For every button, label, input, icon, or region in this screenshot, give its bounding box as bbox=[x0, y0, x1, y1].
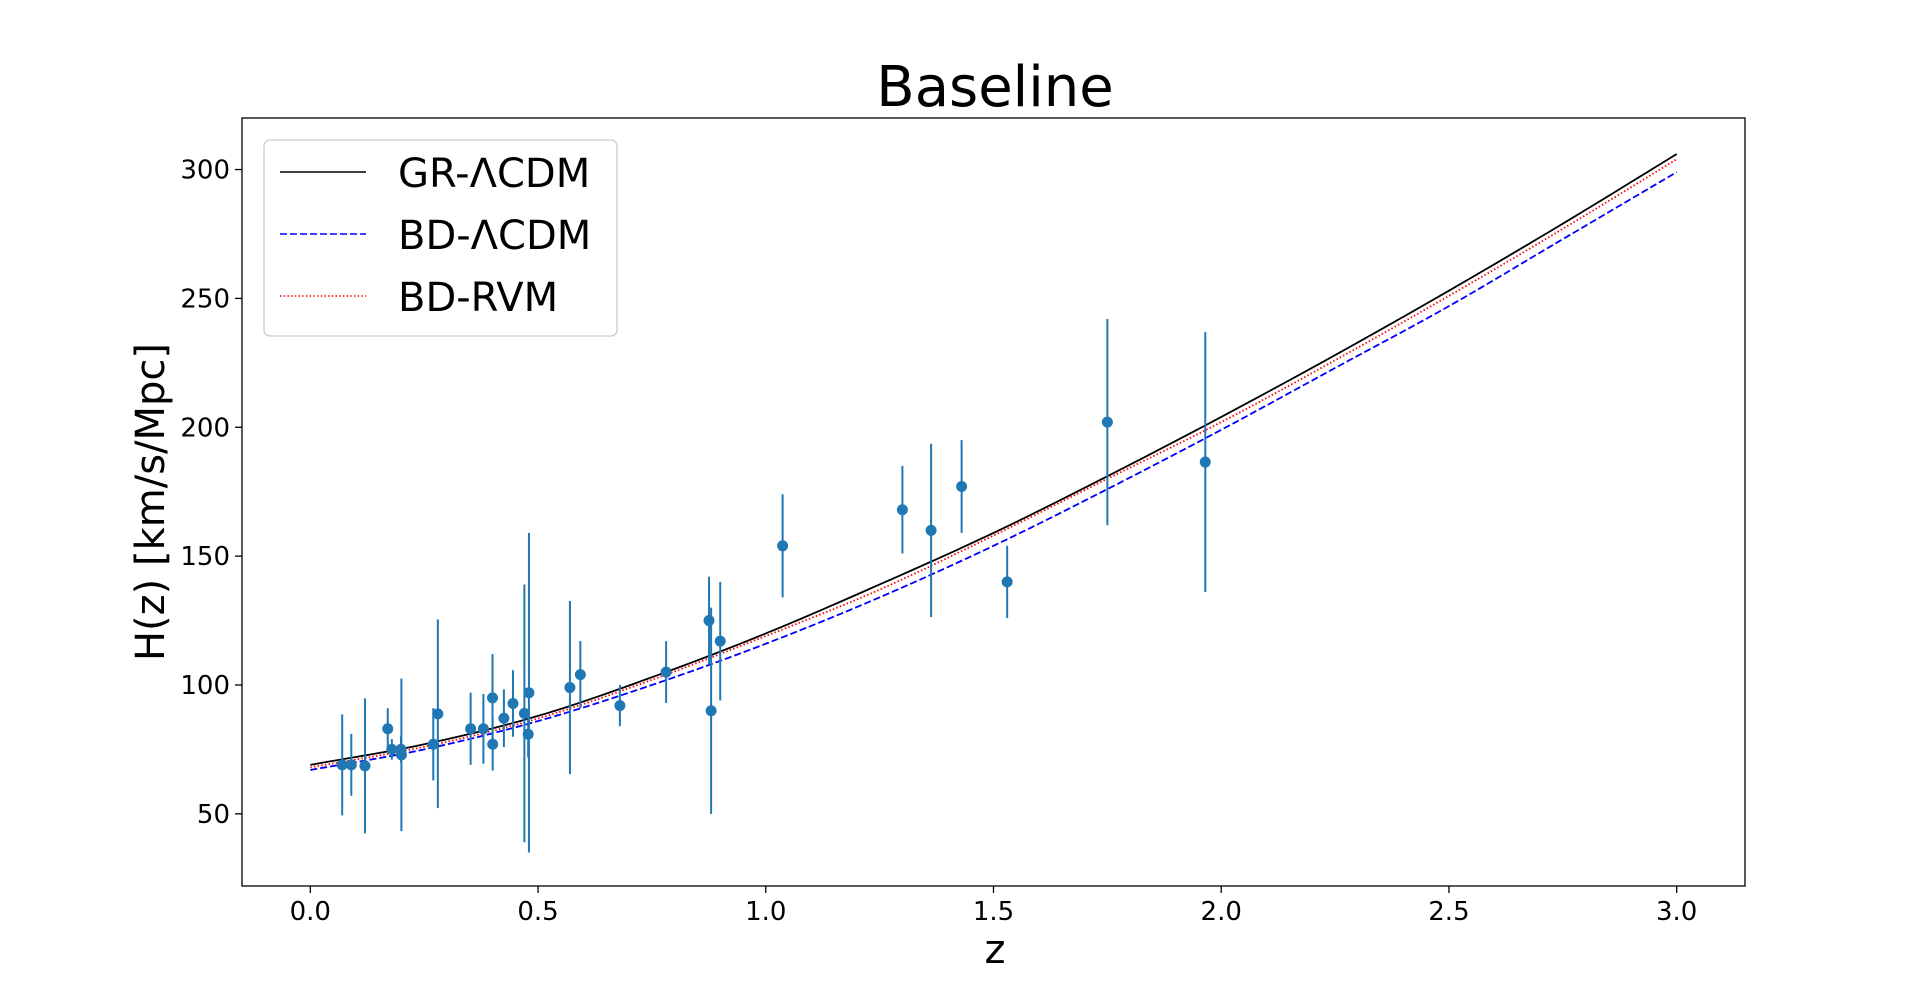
data-point bbox=[386, 739, 398, 760]
data-marker bbox=[1101, 416, 1113, 428]
x-axis: 0.0 0.5 1.0 1.5 2.0 2.5 3.0 bbox=[290, 886, 1697, 927]
data-point bbox=[507, 670, 519, 737]
data-marker bbox=[1001, 576, 1013, 588]
data-point bbox=[777, 494, 789, 598]
data-marker bbox=[487, 738, 499, 750]
y-tick-label: 300 bbox=[180, 156, 230, 186]
data-marker bbox=[896, 504, 908, 516]
data-point bbox=[465, 692, 477, 765]
data-marker bbox=[465, 723, 477, 735]
data-marker bbox=[925, 524, 937, 536]
data-marker bbox=[660, 666, 672, 678]
data-marker bbox=[386, 743, 398, 755]
legend-label-bd-lcdm: BD-ΛCDM bbox=[398, 213, 591, 259]
data-marker bbox=[382, 723, 394, 735]
data-point bbox=[896, 465, 908, 554]
data-point bbox=[359, 698, 371, 834]
legend: GR-ΛCDM BD-ΛCDM BD-RVM bbox=[263, 139, 618, 337]
data-marker bbox=[956, 481, 968, 493]
data-point bbox=[427, 708, 439, 781]
x-tick-label: 0.0 bbox=[290, 897, 331, 927]
data-point bbox=[1001, 545, 1013, 618]
y-tick-label: 150 bbox=[180, 542, 230, 572]
data-points bbox=[336, 319, 1211, 853]
data-point bbox=[956, 440, 968, 533]
y-tick-label: 50 bbox=[197, 800, 230, 830]
data-marker bbox=[477, 723, 489, 735]
y-tick-label: 200 bbox=[180, 413, 230, 443]
data-point bbox=[564, 600, 576, 775]
chart-title: Baseline bbox=[876, 55, 1113, 120]
data-point bbox=[336, 714, 348, 816]
data-marker bbox=[487, 692, 498, 704]
curve-bd-lcdm bbox=[310, 171, 1678, 771]
data-marker bbox=[336, 759, 348, 771]
data-point bbox=[382, 708, 394, 750]
data-point bbox=[703, 576, 715, 665]
data-marker bbox=[777, 540, 789, 552]
data-marker bbox=[564, 682, 576, 694]
data-marker bbox=[507, 698, 519, 710]
data-point bbox=[614, 684, 626, 727]
data-point bbox=[345, 733, 357, 796]
data-point bbox=[705, 607, 717, 814]
data-marker bbox=[705, 705, 717, 717]
data-point bbox=[432, 619, 444, 809]
data-marker bbox=[518, 707, 530, 719]
data-marker bbox=[714, 635, 726, 647]
y-axis: 50 100 150 200 250 300 bbox=[180, 156, 242, 830]
y-tick-label: 100 bbox=[180, 671, 230, 701]
data-point bbox=[1101, 319, 1113, 526]
data-marker bbox=[395, 749, 407, 761]
legend-frame bbox=[263, 139, 618, 337]
data-marker bbox=[703, 615, 715, 627]
data-point bbox=[523, 532, 535, 853]
data-marker bbox=[498, 712, 510, 724]
legend-label-gr-lcdm: GR-ΛCDM bbox=[398, 151, 590, 197]
x-tick-label: 0.5 bbox=[517, 897, 558, 927]
data-marker bbox=[574, 669, 586, 681]
x-tick-label: 1.0 bbox=[745, 897, 786, 927]
plot-area bbox=[241, 117, 1746, 887]
data-point bbox=[574, 641, 586, 709]
data-marker bbox=[427, 738, 439, 750]
x-tick-label: 1.5 bbox=[973, 897, 1014, 927]
data-marker bbox=[359, 760, 371, 772]
data-marker bbox=[432, 708, 444, 720]
legend-label-bd-rvm: BD-RVM bbox=[398, 275, 558, 321]
data-point bbox=[660, 641, 672, 704]
data-point bbox=[395, 678, 407, 832]
data-marker bbox=[1199, 456, 1211, 468]
x-tick-label: 3.0 bbox=[1656, 897, 1697, 927]
x-tick-label: 2.0 bbox=[1201, 897, 1242, 927]
x-tick-label: 2.5 bbox=[1428, 897, 1469, 927]
data-marker bbox=[614, 700, 626, 712]
data-point bbox=[714, 581, 726, 701]
data-point bbox=[477, 694, 489, 764]
data-point bbox=[1199, 332, 1211, 592]
data-point bbox=[518, 584, 530, 843]
y-axis-label: H(z) [km/s/Mpc] bbox=[128, 343, 174, 661]
data-point bbox=[925, 443, 937, 617]
data-marker bbox=[345, 759, 357, 771]
y-tick-label: 250 bbox=[180, 284, 230, 314]
model-curves bbox=[310, 153, 1678, 771]
data-marker bbox=[523, 687, 535, 699]
data-point bbox=[498, 689, 510, 748]
x-axis-label: z bbox=[985, 927, 1006, 973]
curve-gr-lcdm bbox=[310, 153, 1678, 766]
data-point bbox=[487, 717, 499, 771]
